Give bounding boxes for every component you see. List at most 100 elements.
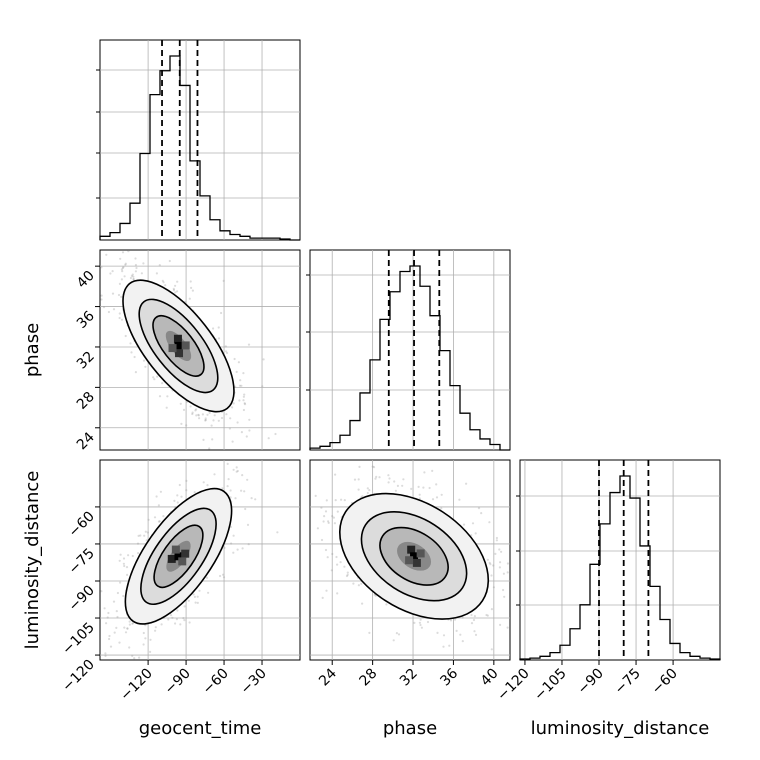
joint-geocent-time-luminosity-distance-sample-point — [154, 629, 157, 632]
joint-geocent-time-phase-sample-point — [212, 419, 215, 422]
joint-geocent-time-luminosity-distance-sample-point — [180, 495, 183, 498]
ytick-phase-label: 36 — [74, 308, 98, 332]
joint-phase-luminosity-distance-sample-point — [393, 480, 396, 483]
joint-geocent-time-luminosity-distance-sample-point — [167, 618, 170, 621]
joint-geocent-time-luminosity-distance-sample-point — [149, 650, 152, 654]
joint-geocent-time-phase-sample-point — [236, 421, 239, 424]
joint-geocent-time-phase-sample-point — [164, 284, 167, 287]
joint-geocent-time-luminosity-distance-sample-point — [236, 469, 239, 473]
joint-phase-luminosity-distance-sample-point — [488, 521, 491, 524]
joint-geocent-time-luminosity-distance-contour-2 — [153, 524, 204, 589]
joint-geocent-time-phase-sample-point — [217, 419, 220, 422]
joint-geocent-time-phase-sample-point — [190, 286, 193, 289]
joint-phase-luminosity-distance-sample-point — [448, 644, 451, 647]
joint-phase-luminosity-distance-density-peak-2 — [412, 558, 421, 567]
joint-geocent-time-phase-sample-point — [238, 384, 242, 387]
joint-geocent-time-phase-sample-point — [176, 290, 179, 293]
joint-phase-luminosity-distance-sample-point — [357, 478, 360, 481]
joint-phase-luminosity-distance-sample-point — [431, 469, 434, 472]
y-axis-label-phase: phase — [22, 323, 43, 377]
joint-geocent-time-phase-sample-point — [172, 289, 176, 292]
joint-phase-luminosity-distance-sample-point — [345, 574, 349, 578]
joint-phase-luminosity-distance-sample-point — [472, 618, 476, 622]
joint-geocent-time-phase-sample-point — [134, 270, 137, 273]
joint-geocent-time-phase-sample-point — [155, 272, 158, 275]
joint-geocent-time-phase-sample-point — [240, 431, 243, 434]
joint-geocent-time-phase-sample-point — [134, 371, 137, 374]
joint-geocent-time-phase-sample-point — [121, 266, 124, 270]
joint-geocent-time-luminosity-distance-sample-point — [182, 617, 185, 620]
joint-geocent-time-luminosity-distance-sample-point — [133, 657, 136, 660]
joint-geocent-time-luminosity-distance-density-peak-3 — [178, 557, 187, 566]
x-axis-label-phase: phase — [383, 718, 437, 739]
joint-geocent-time-luminosity-distance-sample-point — [234, 497, 237, 500]
joint-geocent-time-luminosity-distance-sample-point — [207, 591, 210, 594]
joint-geocent-time-phase-sample-point — [166, 395, 169, 398]
joint-geocent-time-luminosity-distance-sample-point — [137, 552, 140, 555]
joint-phase-luminosity-distance-sample-point — [495, 536, 498, 540]
joint-phase-luminosity-distance-sample-point — [488, 561, 491, 565]
hist-luminosity-distance-frame — [519, 459, 721, 661]
joint-geocent-time-phase-sample-point — [208, 447, 211, 450]
joint-geocent-time-phase-sample-point — [135, 266, 138, 270]
joint-geocent-time-phase-sample-point — [226, 351, 229, 355]
joint-phase-luminosity-distance-sample-point — [322, 520, 325, 523]
joint-geocent-time-luminosity-distance-sample-point — [113, 631, 116, 634]
joint-geocent-time-luminosity-distance-sample-point — [176, 609, 179, 612]
joint-geocent-time-phase-sample-point — [144, 365, 147, 368]
joint-geocent-time-phase-sample-point — [152, 376, 155, 379]
joint-geocent-time-luminosity-distance-sample-point — [250, 497, 253, 500]
joint-phase-luminosity-distance-sample-point — [419, 623, 422, 627]
joint-geocent-time-phase-sample-point — [142, 359, 146, 362]
joint-phase-luminosity-distance-sample-point — [368, 489, 371, 492]
joint-geocent-time-phase-sample-point — [111, 270, 114, 273]
joint-geocent-time-luminosity-distance-sample-point — [196, 601, 199, 605]
joint-geocent-time-luminosity-distance-sample-point — [213, 473, 216, 476]
joint-geocent-time-luminosity-distance-sample-point — [198, 589, 201, 592]
joint-phase-luminosity-distance-sample-point — [387, 474, 390, 477]
joint-geocent-time-phase-sample-point — [180, 422, 183, 425]
joint-geocent-time-phase-sample-point — [220, 416, 224, 420]
joint-geocent-time-luminosity-distance-sample-point — [137, 534, 140, 538]
plots-layer — [99, 39, 721, 661]
joint-geocent-time-phase-sample-point — [217, 337, 221, 340]
joint-phase-luminosity-distance-sample-point — [375, 475, 378, 478]
joint-geocent-time-phase-sample-point — [182, 408, 186, 411]
joint-geocent-time-luminosity-distance-sample-point — [124, 631, 128, 634]
joint-geocent-time-phase-sample-point — [242, 399, 245, 402]
joint-geocent-time-phase-sample-point — [224, 345, 227, 348]
joint-phase-luminosity-distance-sample-point — [431, 498, 435, 501]
joint-phase-luminosity-distance-sample-point — [490, 608, 493, 611]
joint-geocent-time-luminosity-distance-sample-point — [230, 542, 233, 545]
joint-geocent-time-phase-contour-1 — [138, 298, 219, 394]
joint-geocent-time-phase-sample-point — [109, 272, 112, 275]
joint-phase-luminosity-distance-sample-point — [401, 484, 404, 487]
joint-phase-luminosity-distance-sample-point — [435, 496, 439, 499]
xtick-phase-label: 24 — [316, 665, 340, 689]
joint-geocent-time-luminosity-distance-sample-point — [176, 501, 179, 504]
joint-geocent-time-luminosity-distance-density-peak-0 — [167, 554, 176, 563]
joint-geocent-time-luminosity-distance-sample-point — [109, 645, 113, 648]
joint-geocent-time-luminosity-distance-sample-point — [128, 623, 131, 626]
joint-geocent-time-luminosity-distance-sample-point — [112, 600, 116, 603]
y-axis-label-luminosity-distance: luminosity_distance — [22, 471, 43, 650]
joint-phase-luminosity-distance-sample-point — [333, 522, 336, 525]
joint-geocent-time-phase-sample-point — [111, 292, 115, 295]
joint-phase-luminosity-distance-sample-point — [419, 618, 422, 621]
joint-phase-luminosity-distance-sample-point — [449, 619, 453, 622]
joint-geocent-time-luminosity-distance-sample-point — [254, 498, 257, 501]
joint-geocent-time-phase-sample-point — [140, 272, 143, 275]
joint-geocent-time-luminosity-distance-sample-point — [183, 605, 186, 608]
joint-phase-luminosity-distance-sample-point — [357, 488, 360, 491]
joint-geocent-time-phase-sample-point — [245, 435, 248, 438]
joint-geocent-time-luminosity-distance-sample-point — [236, 548, 239, 551]
joint-geocent-time-phase-sample-point — [174, 284, 177, 287]
joint-phase-luminosity-distance-sample-point — [480, 511, 483, 515]
joint-geocent-time-phase-sample-point — [243, 403, 247, 406]
joint-geocent-time-phase-sample-point — [120, 278, 123, 281]
xtick-luminosity-distance-label: −90 — [575, 666, 607, 698]
joint-geocent-time-luminosity-distance-sample-point — [183, 619, 186, 622]
joint-phase-luminosity-distance-sample-point — [372, 466, 376, 469]
joint-geocent-time-luminosity-distance-sample-point — [202, 481, 205, 484]
joint-geocent-time-phase-sample-point — [122, 266, 125, 269]
